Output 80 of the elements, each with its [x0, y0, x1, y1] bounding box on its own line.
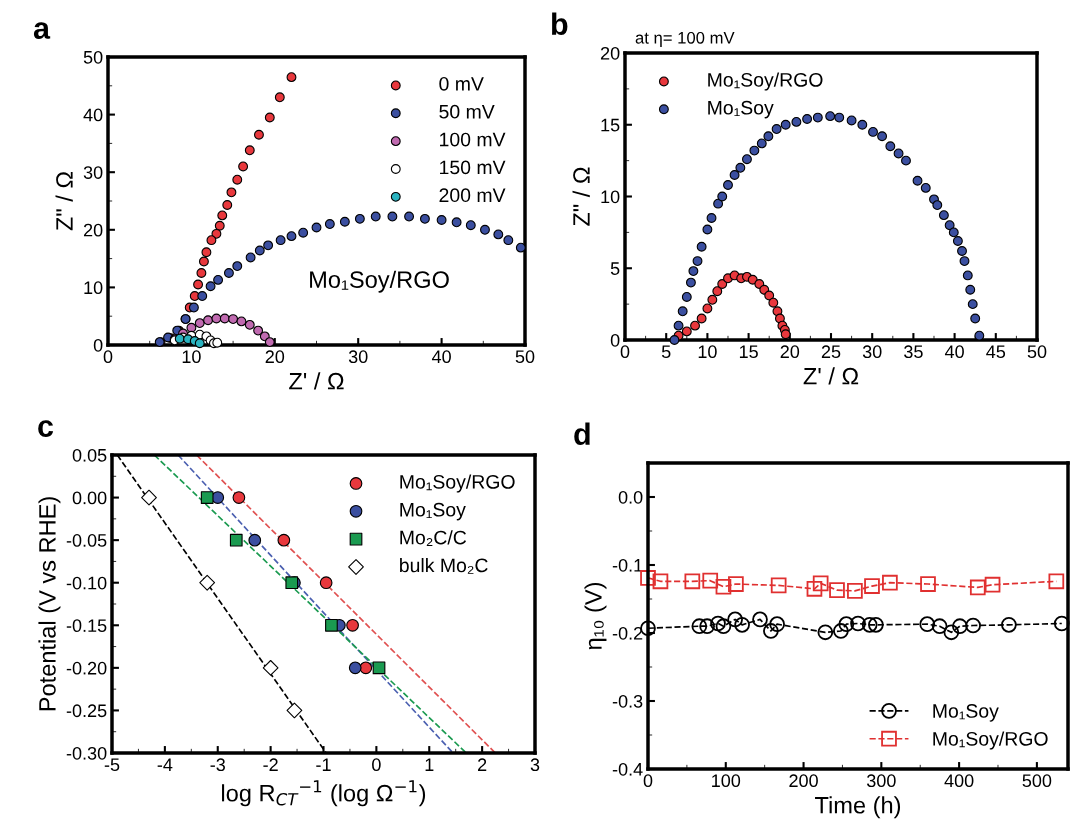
legend-label: 100 mV	[440, 132, 506, 147]
legend-label: 50 mV	[439, 104, 495, 119]
legend-label: 200 mV	[439, 188, 506, 203]
y-tick-label: -0.25	[66, 704, 107, 718]
x-axis-title: Time (h)	[815, 796, 901, 819]
y-tick-label: 15	[601, 118, 620, 132]
x-tick-label: 5	[661, 345, 671, 359]
x-tick-label: 25	[821, 345, 841, 359]
y-tick-label: 0.00	[72, 491, 107, 505]
x-tick-label: -5	[104, 758, 120, 772]
y-tick-label: 40	[83, 108, 103, 122]
x-tick-label: 0	[372, 758, 381, 772]
x-tick-label: 15	[739, 345, 758, 359]
x-tick-label: 100	[712, 774, 741, 788]
x-tick-label: -3	[210, 758, 225, 772]
x-tick-label: 40	[944, 345, 964, 359]
x-tick-label: 45	[986, 345, 1006, 359]
x-tick-label: 50	[515, 350, 535, 364]
x-tick-label: 20	[265, 350, 285, 364]
y-tick-label: 10	[84, 281, 103, 295]
x-tick-label: 10	[698, 345, 717, 359]
chart-title: d	[574, 422, 590, 445]
legend-label: 150 mV	[440, 160, 506, 175]
y-tick-label: -0.2	[612, 626, 643, 640]
y-tick-label: 0.05	[72, 448, 107, 462]
chart-title: c	[38, 420, 54, 437]
legend-label: Mo₁Soy/RGO	[933, 731, 1048, 750]
chart-title: b	[552, 12, 568, 35]
y-tick-label: -0.30	[66, 746, 107, 760]
x-tick-label: 3	[530, 758, 540, 772]
legend-label: 0 mV	[439, 76, 484, 91]
x-axis-title: Z' / Ω	[289, 372, 344, 390]
x-tick-label: 30	[862, 345, 882, 359]
legend-label: Mo₁Soy/RGO	[708, 72, 823, 91]
y-tick-label: -0.3	[612, 694, 643, 708]
y-tick-label: -0.10	[66, 576, 107, 590]
y-tick-label: 20	[83, 223, 103, 237]
chart-title: a	[33, 22, 51, 39]
x-axis-title: log R$_{CT}$$^{−1}$ (log Ω$^{−1}$)	[222, 780, 426, 807]
y-tick-label: -0.15	[66, 619, 107, 633]
y-tick-label: 50	[83, 50, 103, 64]
x-tick-label: -1	[316, 758, 331, 771]
y-tick-label: 0.0	[618, 490, 643, 504]
legend-label: Mo₂C/C	[400, 530, 467, 546]
y-tick-label: 5	[610, 262, 620, 275]
annotation: Mo₁Soy/RGO	[310, 270, 449, 293]
y-tick-label: 20	[600, 46, 620, 60]
x-tick-label: 200	[789, 774, 818, 788]
x-tick-label: 50	[1027, 345, 1047, 359]
x-tick-label: -4	[157, 758, 173, 771]
y-axis-title: Potential (V vs RHE)	[38, 497, 61, 711]
y-tick-label: 10	[601, 190, 620, 204]
y-axis-title: Z" / Ω	[572, 167, 590, 226]
x-tick-label: 30	[348, 350, 368, 364]
y-axis-title: η₁₀ (V)	[584, 583, 607, 650]
y-tick-label: -0.1	[612, 558, 643, 572]
x-tick-label: 500	[1022, 774, 1052, 788]
x-axis-title: Z' / Ω	[803, 367, 859, 385]
x-tick-label: 35	[904, 345, 923, 359]
y-tick-label: -0.4	[612, 762, 643, 776]
x-tick-label: 400	[944, 774, 974, 788]
y-axis-title: Z" / Ω	[55, 171, 73, 231]
legend-label: bulk Mo₂C	[400, 557, 488, 574]
x-tick-label: 0	[643, 774, 653, 788]
x-tick-label: -2	[263, 758, 278, 771]
x-tick-label: 1	[425, 758, 434, 771]
chart-subtitle: at η= 100 mV	[635, 31, 735, 47]
x-tick-label: 10	[182, 350, 201, 364]
legend-label: Mo₁Soy/RGO	[400, 474, 515, 493]
legend-label: Mo₁Soy	[708, 100, 774, 119]
x-tick-label: 20	[780, 345, 800, 359]
legend-label: Mo₁Soy	[933, 704, 999, 722]
x-tick-label: 300	[866, 774, 896, 788]
x-tick-label: 2	[478, 758, 487, 771]
y-tick-label: 30	[83, 166, 103, 179]
x-tick-label: 40	[431, 350, 451, 364]
y-tick-label: -0.20	[66, 661, 107, 675]
y-tick-label: -0.05	[66, 534, 107, 547]
y-tick-label: 0	[610, 333, 620, 347]
legend-label: Mo₁Soy	[400, 502, 466, 521]
